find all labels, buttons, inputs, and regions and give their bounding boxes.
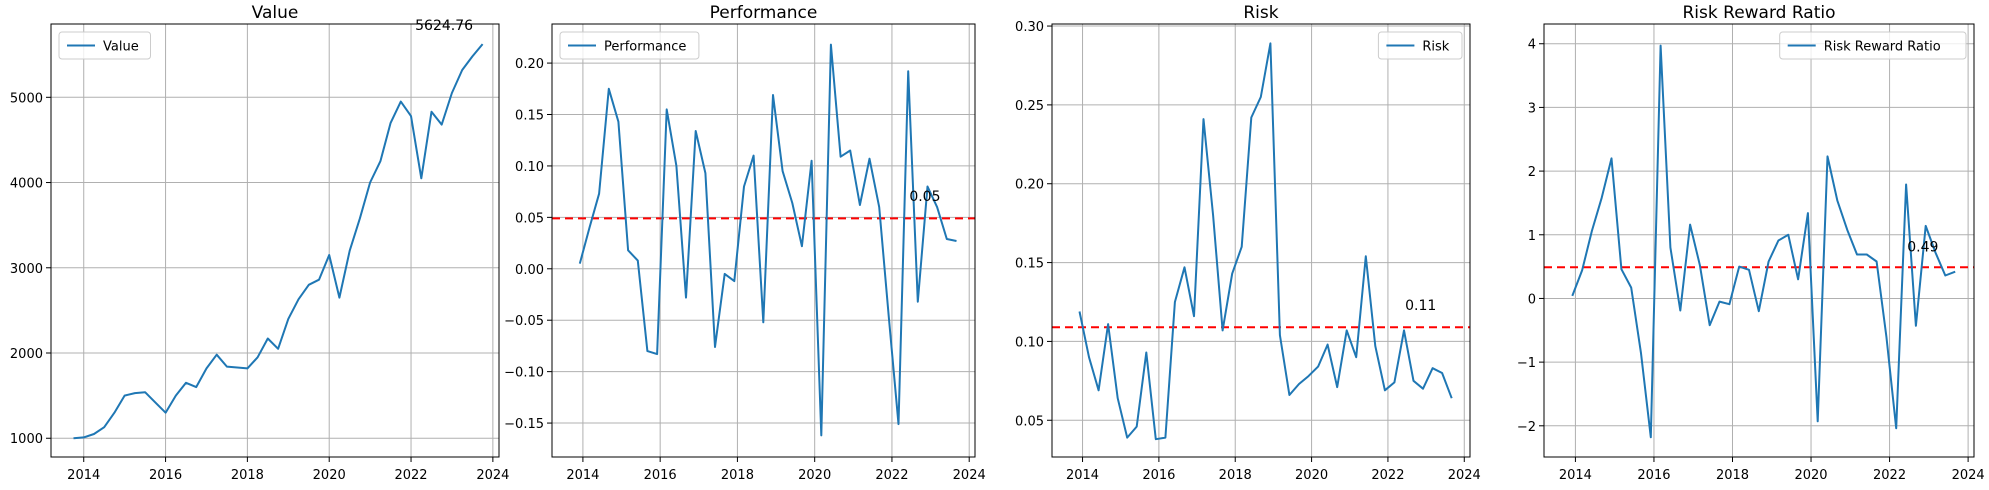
series-points <box>579 44 957 436</box>
legend-label: Performance <box>604 40 686 55</box>
legend-frame <box>559 31 700 60</box>
x-tick-label: 2024 <box>953 468 986 483</box>
y-tick-label: 0.10 <box>1015 335 1044 350</box>
value-annotation: 0.49 <box>1907 239 1938 255</box>
legend: Performance <box>559 31 700 60</box>
x-tick-label: 2020 <box>798 468 831 483</box>
x-tick-label: 2018 <box>1716 468 1749 483</box>
x-tick-label: 2016 <box>644 468 677 483</box>
series-line <box>578 43 957 437</box>
y-tick-label: −1 <box>1517 356 1536 371</box>
y-tick-label: −0.15 <box>504 417 544 432</box>
axes-frame <box>50 23 500 458</box>
chart-title: Value <box>252 3 299 23</box>
y-tick-label: 0.15 <box>1015 257 1044 272</box>
y-tick-label: −0.10 <box>504 366 544 381</box>
value-annotation: 0.11 <box>1405 298 1436 314</box>
chart-title: Risk <box>1243 3 1278 23</box>
legend: Value <box>58 31 151 60</box>
y-tick-label: 0.05 <box>1015 414 1044 429</box>
y-tick-label: 3 <box>1528 101 1536 116</box>
x-tick-label: 2020 <box>1295 468 1328 483</box>
series-line <box>1078 42 1453 441</box>
chart-title: Performance <box>710 3 818 23</box>
y-tick-label: 1000 <box>10 432 43 447</box>
x-tick-label: 2016 <box>149 468 182 483</box>
series-points <box>1572 45 1956 438</box>
x-tick-label: 2016 <box>1142 468 1175 483</box>
legend-label: Risk <box>1422 40 1449 55</box>
y-tick-label: 1 <box>1528 229 1536 244</box>
legend-frame <box>1779 31 1967 60</box>
x-tick-label: 2020 <box>1794 468 1827 483</box>
series-line <box>73 43 484 440</box>
x-tick-label: 2022 <box>1873 468 1906 483</box>
x-tick-label: 2014 <box>1066 468 1099 483</box>
x-tick-label: 2022 <box>875 468 908 483</box>
x-tick-label: 2022 <box>394 468 427 483</box>
y-tick-label: 2000 <box>10 347 43 362</box>
y-tick-label: 4000 <box>10 177 43 192</box>
x-tick-label: 2014 <box>67 468 100 483</box>
legend-label: Value <box>103 40 139 55</box>
x-tick-label: 2016 <box>1637 468 1670 483</box>
chart-panel-1: 2014 2016 2018 2020 2022 2024 1000 2000 3000 4000… <box>10 3 510 483</box>
y-tick-label: 5000 <box>10 91 43 106</box>
y-tick-label: 0 <box>1528 292 1536 307</box>
y-tick-label: −2 <box>1517 420 1536 435</box>
grid <box>1052 24 1470 457</box>
y-tick-label: 0.20 <box>1015 178 1044 193</box>
legend: Risk <box>1377 31 1463 60</box>
x-tick-label: 2014 <box>1559 468 1592 483</box>
y-tick-label: 3000 <box>10 262 43 277</box>
x-tick-label: 2018 <box>1219 468 1252 483</box>
x-tick-label: 2014 <box>566 468 599 483</box>
chart-panel-3: 2014 2016 2018 2020 2022 2024 0.05 0.10 0.15 0.20… <box>1015 3 1481 483</box>
y-tick-label: 0.10 <box>515 160 544 175</box>
x-tick-label: 2024 <box>1448 468 1481 483</box>
y-tick-label: 0.00 <box>515 263 544 278</box>
chart-title: Risk Reward Ratio <box>1683 3 1836 23</box>
chart-panel-4: 2014 2016 2018 2020 2022 2024 −2 −1 0 1 2 3 4 0.49 Ris… <box>1517 3 1985 483</box>
y-tick-label: 0.20 <box>515 57 544 72</box>
y-tick-label: 0.05 <box>515 211 544 226</box>
x-tick-label: 2022 <box>1371 468 1404 483</box>
y-tick-label: 0.25 <box>1015 99 1044 114</box>
grid <box>552 24 975 457</box>
y-tick-label: 0.30 <box>1015 20 1044 35</box>
y-tick-label: 2 <box>1528 165 1536 180</box>
y-tick-label: −0.05 <box>504 314 544 329</box>
series-points <box>73 43 483 439</box>
x-tick-label: 2024 <box>476 468 509 483</box>
legend-frame <box>58 31 151 60</box>
legend: Risk Reward Ratio <box>1779 31 1967 60</box>
x-tick-label: 2024 <box>1952 468 1985 483</box>
value-annotation: 0.05 <box>909 189 940 205</box>
legend-label: Risk Reward Ratio <box>1824 40 1941 55</box>
grid <box>51 24 499 457</box>
x-tick-label: 2018 <box>231 468 264 483</box>
legend-frame <box>1377 31 1463 60</box>
axes-frame <box>1051 23 1471 458</box>
y-tick-label: 0.15 <box>515 109 544 124</box>
chart-panel-2: 2014 2016 2018 2020 2022 2024 −0.15 −0.10 −0.05 0… <box>504 3 986 483</box>
y-tick-label: 4 <box>1528 38 1536 53</box>
axes-frame <box>1543 23 1975 458</box>
axes-frame <box>551 23 976 458</box>
x-tick-label: 2020 <box>313 468 346 483</box>
value-annotation: 5624.76 <box>415 18 473 34</box>
x-tick-label: 2018 <box>721 468 754 483</box>
series-points <box>1079 43 1452 440</box>
series-line <box>1571 44 1956 439</box>
